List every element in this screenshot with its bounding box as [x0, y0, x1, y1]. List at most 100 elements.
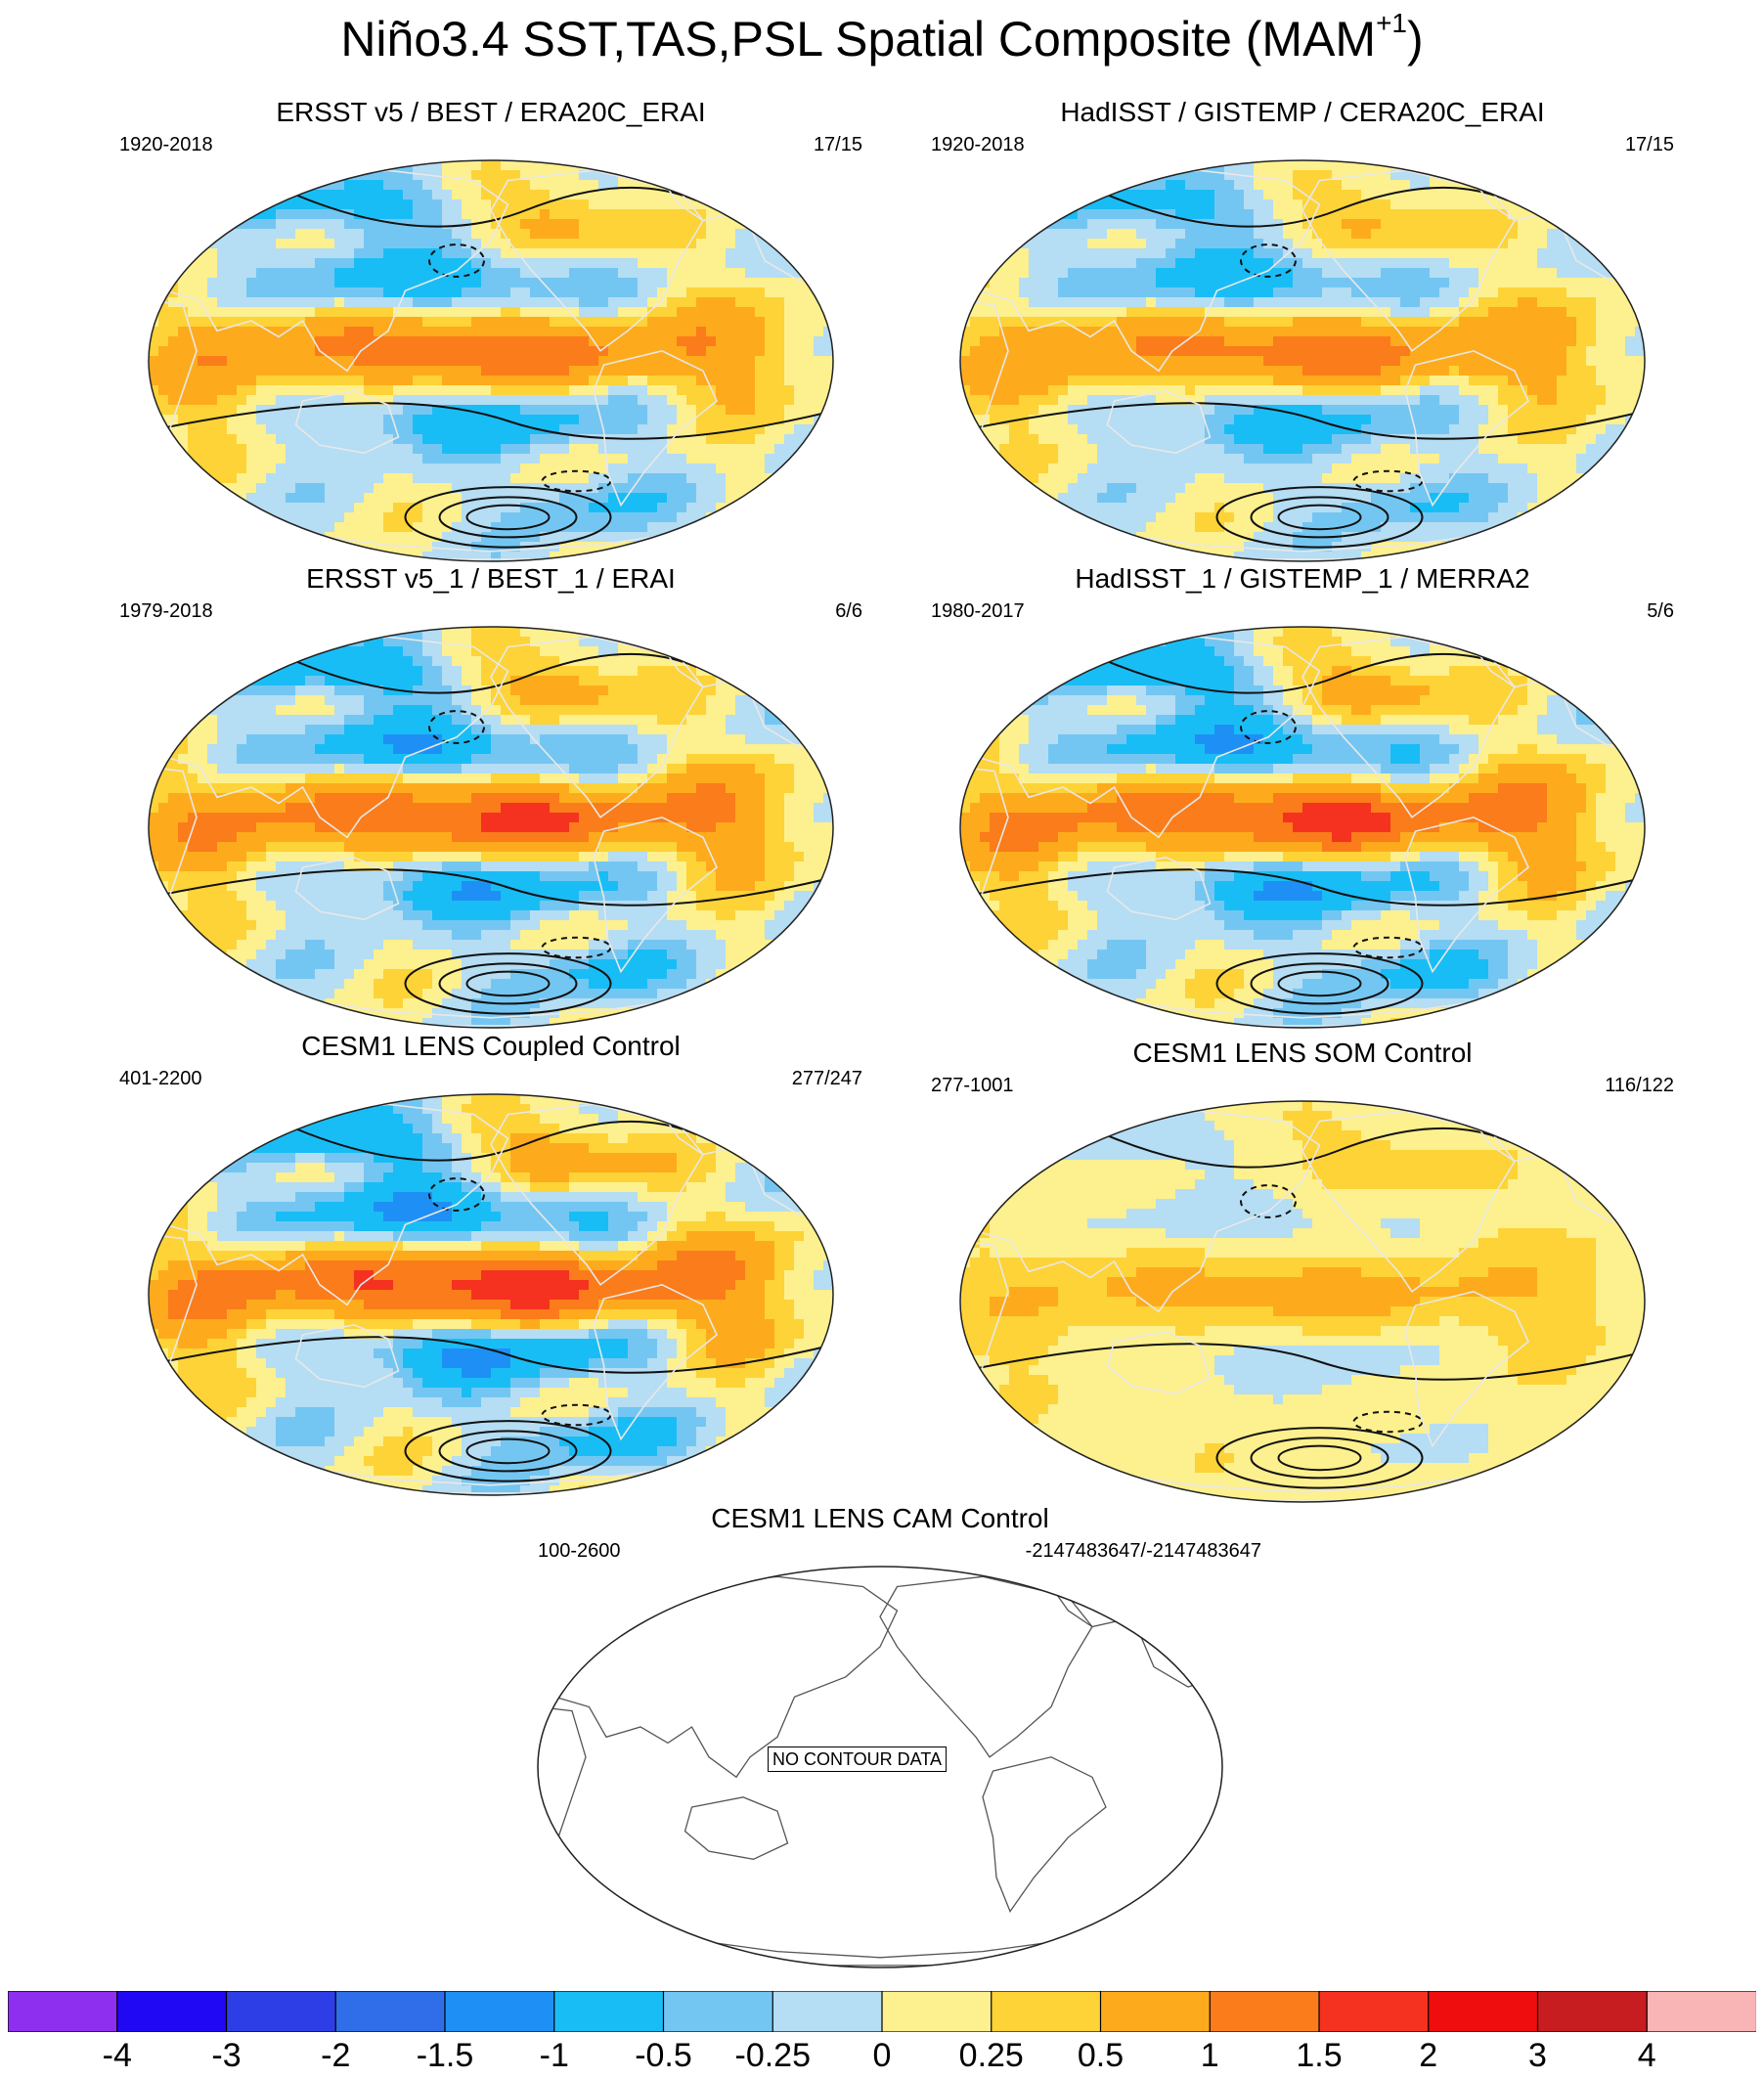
anomaly-cell — [1254, 199, 1264, 210]
anomaly-cell — [618, 454, 629, 464]
anomaly-cell — [1254, 317, 1264, 328]
anomaly-cell — [1273, 415, 1284, 425]
anomaly-cell — [256, 317, 267, 328]
anomaly-cell — [1371, 385, 1382, 396]
anomaly-cell — [980, 180, 991, 191]
anomaly-cell — [442, 454, 453, 464]
anomaly-cell — [462, 464, 472, 474]
anomaly-cell — [501, 287, 511, 298]
anomaly-cell — [481, 415, 492, 425]
anomaly-cell — [188, 493, 198, 504]
anomaly-cell — [1576, 219, 1587, 230]
anomaly-cell — [823, 248, 833, 259]
anomaly-cell — [452, 532, 463, 543]
anomaly-cell — [1478, 180, 1489, 191]
anomaly-cell — [618, 199, 629, 210]
anomaly-cell — [1283, 317, 1294, 328]
anomaly-cell — [1195, 376, 1206, 386]
anomaly-cell — [295, 209, 306, 220]
anomaly-cell — [305, 454, 316, 464]
anomaly-cell — [1126, 376, 1137, 386]
anomaly-cell — [305, 366, 316, 376]
anomaly-cell — [1205, 170, 1215, 181]
anomaly-cell — [696, 542, 707, 553]
anomaly-cell — [784, 239, 795, 249]
anomaly-cell — [354, 434, 365, 445]
anomaly-cell — [618, 278, 629, 288]
anomaly-cell — [276, 229, 287, 240]
anomaly-cell — [393, 434, 404, 445]
anomaly-cell — [970, 258, 981, 269]
anomaly-cell — [726, 473, 736, 484]
anomaly-cell — [540, 464, 551, 474]
anomaly-cell — [1498, 209, 1509, 220]
anomaly-cell — [960, 248, 971, 259]
anomaly-cell — [735, 552, 746, 561]
anomaly-cell — [149, 248, 159, 259]
anomaly-cell — [1263, 395, 1274, 406]
anomaly-cell — [745, 190, 756, 200]
anomaly-cell — [814, 395, 824, 406]
anomaly-cell — [1410, 376, 1421, 386]
anomaly-cell — [168, 493, 179, 504]
anomaly-cell — [452, 268, 463, 279]
anomaly-cell — [598, 199, 609, 210]
anomaly-cell — [501, 366, 511, 376]
anomaly-cell — [491, 278, 502, 288]
anomaly-cell — [276, 297, 287, 308]
anomaly-cell — [970, 199, 981, 210]
anomaly-cell — [510, 366, 521, 376]
anomaly-cell — [1537, 317, 1548, 328]
anomaly-cell — [168, 219, 179, 230]
anomaly-cell — [305, 336, 316, 347]
anomaly-cell — [559, 336, 570, 347]
anomaly-cell — [305, 376, 316, 386]
anomaly-cell — [1185, 287, 1196, 298]
anomaly-cell — [1586, 434, 1597, 445]
anomaly-cell — [1566, 444, 1577, 455]
anomaly-cell — [403, 346, 414, 357]
anomaly-cell — [413, 170, 423, 181]
anomaly-cell — [452, 405, 463, 416]
anomaly-cell — [520, 454, 531, 464]
anomaly-cell — [1635, 248, 1645, 259]
anomaly-cell — [1293, 287, 1303, 298]
anomaly-cell — [569, 346, 580, 357]
anomaly-cell — [1596, 199, 1607, 210]
anomaly-cell — [1449, 209, 1460, 220]
anomaly-cell — [1078, 346, 1088, 357]
anomaly-cell — [1478, 415, 1489, 425]
anomaly-cell — [315, 219, 326, 230]
anomaly-cell — [1107, 307, 1118, 318]
anomaly-cell — [1449, 297, 1460, 308]
anomaly-cell — [1263, 336, 1274, 347]
anomaly-cell — [1400, 356, 1411, 367]
anomaly-cell — [149, 454, 159, 464]
anomaly-cell — [1420, 190, 1431, 200]
anomaly-cell — [442, 405, 453, 416]
anomaly-cell — [295, 199, 306, 210]
anomaly-cell — [1136, 180, 1147, 191]
anomaly-cell — [1312, 395, 1323, 406]
anomaly-cell — [1312, 434, 1323, 445]
anomaly-cell — [794, 346, 805, 357]
anomaly-cell — [1175, 248, 1186, 259]
anomaly-cell — [1293, 346, 1303, 357]
anomaly-cell — [1508, 385, 1519, 396]
anomaly-cell — [1439, 258, 1450, 269]
anomaly-cell — [1293, 209, 1303, 220]
anomaly-cell — [149, 532, 159, 543]
anomaly-cell — [1322, 180, 1333, 191]
anomaly-cell — [422, 395, 433, 406]
anomaly-cell — [608, 366, 619, 376]
anomaly-cell — [1596, 297, 1607, 308]
anomaly-cell — [1361, 366, 1372, 376]
anomaly-cell — [1371, 336, 1382, 347]
anomaly-cell — [1048, 444, 1059, 455]
anomaly-cell — [325, 317, 335, 328]
anomaly-cell — [305, 424, 316, 435]
anomaly-cell — [667, 454, 678, 464]
anomaly-cell — [540, 434, 551, 445]
anomaly-cell — [1038, 199, 1049, 210]
anomaly-cell — [198, 287, 208, 298]
